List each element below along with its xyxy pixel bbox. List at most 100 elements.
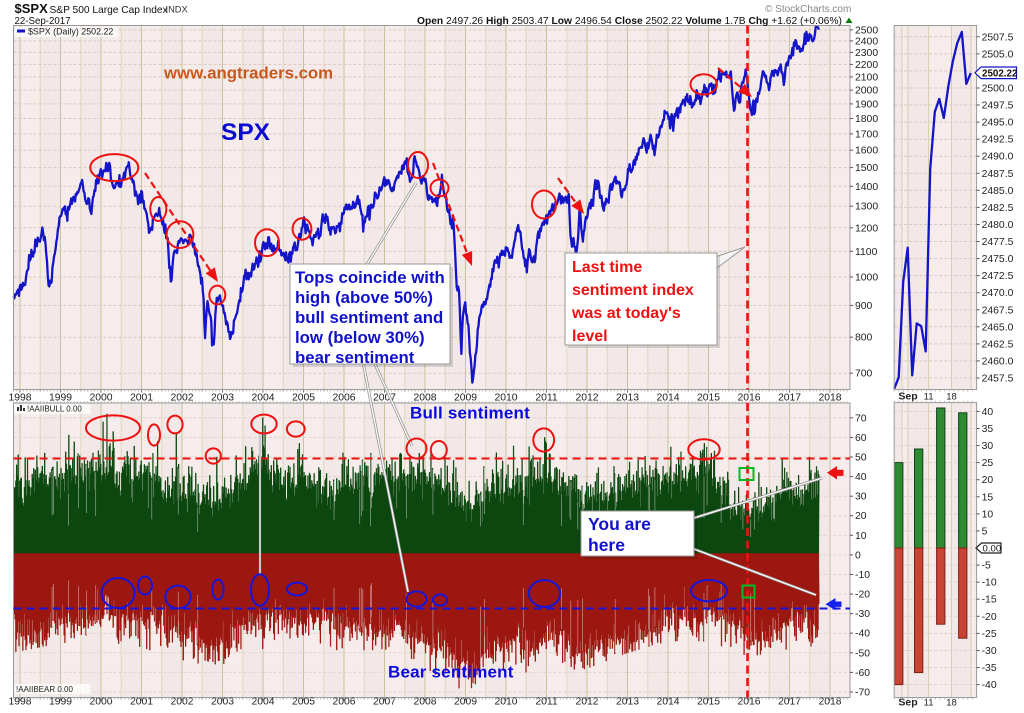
svg-text:2016: 2016 [737, 697, 760, 708]
svg-text:2006: 2006 [332, 697, 355, 708]
svg-text:1998: 1998 [8, 697, 31, 708]
svg-text:Last time: Last time [572, 259, 642, 276]
svg-text:bull sentiment and: bull sentiment and [295, 308, 443, 327]
svg-text:2497.5: 2497.5 [982, 101, 1014, 112]
svg-text:2014: 2014 [656, 697, 679, 708]
svg-text:low (below 30%): low (below 30%) [295, 328, 425, 347]
svg-text:1500: 1500 [855, 163, 878, 174]
svg-text:10: 10 [982, 509, 994, 520]
svg-text:2000: 2000 [89, 697, 112, 708]
svg-text:5: 5 [982, 526, 988, 537]
svg-text:25: 25 [982, 458, 994, 469]
svg-text:-20: -20 [982, 612, 997, 623]
svg-text:2490.0: 2490.0 [982, 152, 1014, 163]
svg-text:2100: 2100 [855, 72, 878, 83]
svg-text:900: 900 [855, 301, 873, 312]
svg-text:!AAIIBEAR 0.00: !AAIIBEAR 0.00 [16, 685, 73, 694]
svg-text:-30: -30 [855, 609, 870, 620]
svg-text:2017: 2017 [778, 393, 801, 404]
svg-text:40: 40 [982, 407, 994, 418]
svg-text:-10: -10 [982, 578, 997, 589]
svg-text:Sep: Sep [898, 391, 917, 403]
svg-text:2004: 2004 [251, 697, 274, 708]
svg-text:-40: -40 [982, 680, 997, 691]
svg-text:INDX: INDX [166, 5, 188, 15]
svg-text:11: 11 [924, 392, 934, 403]
svg-text:2006: 2006 [332, 393, 355, 404]
svg-text:18: 18 [946, 698, 957, 709]
svg-text:2487.5: 2487.5 [982, 169, 1014, 180]
svg-text:2012: 2012 [575, 697, 598, 708]
svg-text:level: level [572, 328, 608, 345]
svg-text:2400: 2400 [855, 36, 878, 47]
svg-text:-30: -30 [982, 646, 997, 657]
svg-text:2492.5: 2492.5 [982, 135, 1014, 146]
svg-text:2010: 2010 [494, 393, 517, 404]
svg-text:2003: 2003 [211, 393, 234, 404]
svg-text:2200: 2200 [855, 60, 878, 71]
svg-text:10: 10 [855, 531, 867, 542]
svg-text:1999: 1999 [49, 697, 72, 708]
svg-text:2507.5: 2507.5 [982, 32, 1014, 43]
svg-text:2005: 2005 [292, 697, 315, 708]
svg-text:Tops coincide with: Tops coincide with [295, 268, 445, 287]
svg-text:2505.0: 2505.0 [982, 49, 1014, 60]
svg-text:!AAIIBULL 0.00: !AAIIBULL 0.00 [27, 405, 82, 414]
svg-text:2017: 2017 [778, 697, 801, 708]
svg-text:2462.5: 2462.5 [982, 339, 1014, 350]
svg-text:was at today's: was at today's [571, 305, 681, 322]
svg-text:2015: 2015 [697, 393, 720, 404]
svg-text:2013: 2013 [616, 393, 639, 404]
svg-text:1999: 1999 [49, 393, 72, 404]
svg-text:2008: 2008 [413, 697, 436, 708]
svg-text:800: 800 [855, 333, 873, 344]
svg-text:2472.5: 2472.5 [982, 271, 1014, 282]
svg-text:Bear sentiment: Bear sentiment [388, 663, 514, 682]
svg-text:-35: -35 [982, 663, 997, 674]
svg-text:2003: 2003 [211, 697, 234, 708]
svg-text:20: 20 [982, 475, 994, 486]
svg-text:2502.22: 2502.22 [982, 68, 1018, 79]
svg-text:-60: -60 [855, 668, 870, 679]
svg-text:2002: 2002 [170, 393, 193, 404]
svg-text:15: 15 [982, 492, 994, 503]
svg-text:-50: -50 [855, 648, 870, 659]
svg-text:2018: 2018 [818, 697, 841, 708]
svg-text:2002: 2002 [170, 697, 193, 708]
svg-text:2011: 2011 [535, 393, 558, 404]
svg-text:2482.5: 2482.5 [982, 203, 1014, 214]
svg-text:bear sentiment: bear sentiment [295, 348, 415, 367]
svg-text:22-Sep-2017: 22-Sep-2017 [15, 16, 71, 27]
svg-text:-70: -70 [855, 688, 870, 699]
svg-text:2005: 2005 [292, 393, 315, 404]
svg-text:70: 70 [855, 413, 867, 424]
svg-text:30: 30 [982, 441, 994, 452]
svg-text:0.00: 0.00 [983, 543, 1002, 554]
svg-text:2001: 2001 [130, 697, 153, 708]
svg-text:$SPX (Daily) 2502.22: $SPX (Daily) 2502.22 [28, 27, 113, 37]
svg-text:You are: You are [588, 514, 651, 534]
svg-text:2011: 2011 [535, 697, 558, 708]
svg-text:2495.0: 2495.0 [982, 118, 1014, 129]
svg-text:18: 18 [946, 392, 957, 403]
svg-text:1100: 1100 [855, 247, 878, 258]
svg-text:2007: 2007 [373, 697, 396, 708]
svg-text:-25: -25 [982, 629, 997, 640]
svg-text:-15: -15 [982, 595, 997, 606]
svg-text:2300: 2300 [855, 48, 878, 59]
svg-text:1700: 1700 [855, 129, 878, 140]
svg-text:60: 60 [855, 433, 867, 444]
svg-text:Open 2497.26 High 2503.47 Low: Open 2497.26 High 2503.47 Low 2496.54 Cl… [417, 16, 842, 27]
svg-text:-5: -5 [982, 561, 991, 572]
svg-text:2467.5: 2467.5 [982, 305, 1014, 316]
svg-text:2500: 2500 [855, 25, 878, 36]
svg-text:2009: 2009 [454, 697, 477, 708]
svg-text:0: 0 [855, 550, 861, 561]
svg-text:2470.0: 2470.0 [982, 288, 1014, 299]
svg-text:-10: -10 [855, 570, 870, 581]
svg-text:2007: 2007 [373, 393, 396, 404]
svg-text:www.angtraders.com: www.angtraders.com [163, 64, 333, 83]
svg-text:35: 35 [982, 424, 994, 435]
svg-text:2477.5: 2477.5 [982, 237, 1014, 248]
svg-text:1900: 1900 [855, 99, 878, 110]
